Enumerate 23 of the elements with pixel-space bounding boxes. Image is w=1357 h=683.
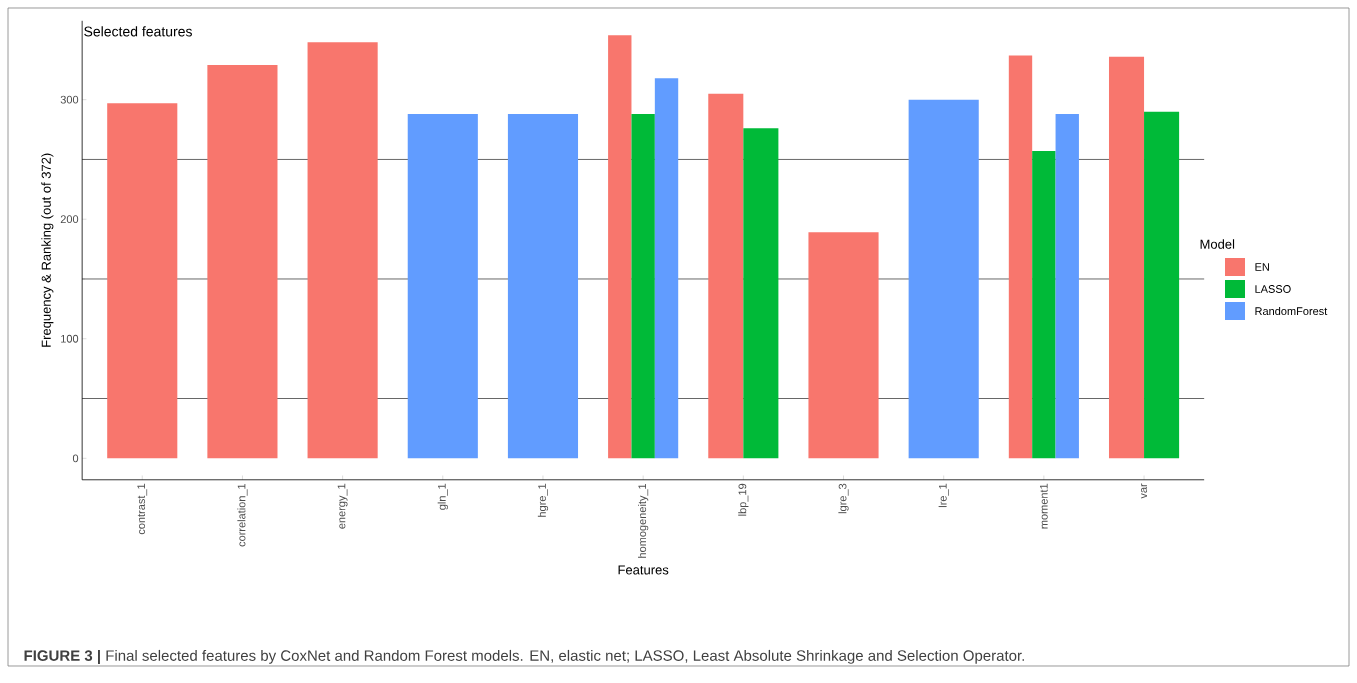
- legend-title: Model: [1200, 239, 1235, 249]
- x-tick-label: var: [1141, 483, 1148, 499]
- y-tick-label: 0: [72, 454, 79, 463]
- x-tick-label: moment1: [1040, 483, 1048, 529]
- legend-label: RandomForest: [1255, 306, 1328, 316]
- x-tick-label: lgre_3: [838, 483, 849, 514]
- y-tick-label: 100: [61, 334, 79, 343]
- y-tick-label: 300: [60, 95, 79, 104]
- chart-title: Selected features: [84, 26, 192, 37]
- x-axis-title: Features: [618, 565, 669, 575]
- y-axis-title: Frequency & Ranking (out of 372): [41, 153, 54, 347]
- legend-label: EN: [1255, 263, 1269, 271]
- x-tick-label: correlation_1: [237, 483, 248, 547]
- x-tick-label: homogeneity_1: [638, 483, 649, 558]
- x-tick-label: contrast_1: [137, 483, 148, 535]
- x-tick-label: gln_1: [437, 483, 448, 510]
- text: FIGURE 3 | Final selected features by CoxNet and Random Forest models. EN, elastic net; LASSO, Least Absolute Shrinkage and Selection Operator.: [24, 649, 1024, 665]
- y-tick-label: 200: [60, 215, 79, 224]
- x-tick-label: energy_1: [337, 483, 348, 529]
- x-tick-label: lre_1: [938, 483, 949, 508]
- legend-label: LASSO: [1255, 285, 1291, 293]
- x-tick-label: lbp_19: [738, 483, 749, 516]
- x-tick-label: hgre_1: [537, 483, 549, 517]
